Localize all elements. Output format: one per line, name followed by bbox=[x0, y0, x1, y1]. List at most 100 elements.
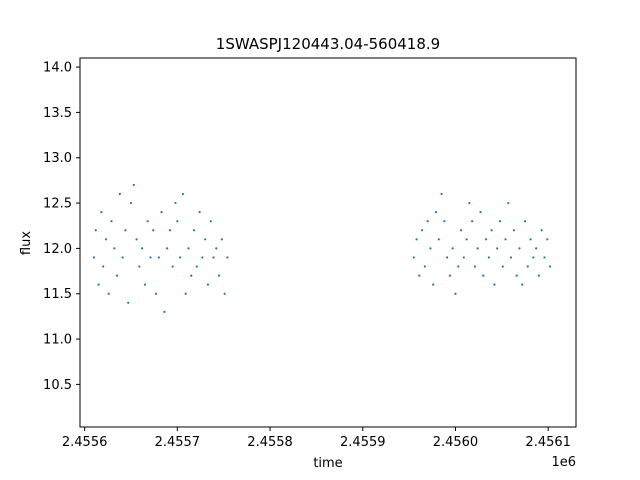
y-tick-label: 10.5 bbox=[43, 378, 72, 393]
x-offset-label: 1e6 bbox=[551, 455, 576, 470]
data-point bbox=[540, 229, 543, 232]
data-point bbox=[149, 256, 152, 259]
data-point bbox=[498, 220, 502, 223]
data-point bbox=[490, 229, 493, 232]
data-points bbox=[92, 183, 552, 313]
data-point bbox=[529, 238, 532, 241]
data-point bbox=[152, 229, 155, 232]
data-point bbox=[546, 238, 549, 241]
data-point bbox=[429, 247, 432, 250]
data-point bbox=[504, 238, 507, 241]
data-point bbox=[166, 247, 169, 250]
data-point bbox=[521, 283, 524, 286]
data-point bbox=[446, 256, 449, 259]
data-point bbox=[471, 220, 474, 223]
data-point bbox=[482, 274, 485, 277]
x-axis-label: time bbox=[313, 456, 342, 471]
x-tick-label: 2.4560 bbox=[433, 435, 479, 450]
data-point bbox=[543, 256, 546, 259]
data-point bbox=[181, 192, 185, 196]
data-point bbox=[209, 220, 212, 223]
data-point bbox=[484, 238, 488, 241]
data-point bbox=[174, 201, 177, 205]
data-point bbox=[226, 256, 229, 259]
y-axis-label: flux bbox=[19, 231, 34, 255]
data-point bbox=[168, 229, 172, 232]
data-point bbox=[102, 265, 105, 268]
data-point bbox=[459, 229, 463, 232]
x-tick-label: 2.4556 bbox=[62, 435, 108, 450]
data-point bbox=[192, 229, 196, 232]
data-point bbox=[110, 220, 113, 223]
data-point bbox=[518, 247, 521, 250]
data-point bbox=[184, 292, 187, 295]
data-point bbox=[523, 220, 527, 223]
x-tick-label: 2.4558 bbox=[247, 435, 293, 450]
data-point bbox=[507, 201, 510, 205]
x-tick-label: 2.4559 bbox=[340, 435, 386, 450]
data-point bbox=[468, 201, 471, 205]
data-point bbox=[198, 211, 201, 214]
data-point bbox=[476, 247, 479, 250]
data-point bbox=[418, 274, 421, 277]
data-point bbox=[493, 283, 496, 286]
data-point bbox=[443, 220, 446, 223]
data-point bbox=[479, 211, 482, 214]
x-axis: 2.4556 2.4557 2.4558 2.4559 2.4560 2.4561 bbox=[62, 427, 571, 450]
data-point bbox=[473, 265, 477, 268]
data-point bbox=[415, 238, 418, 241]
y-tick-label: 11.5 bbox=[43, 287, 72, 302]
data-point bbox=[171, 265, 174, 268]
data-point bbox=[124, 229, 127, 232]
x-tick-label: 2.4557 bbox=[155, 435, 201, 450]
data-point bbox=[113, 247, 116, 250]
data-point bbox=[537, 274, 541, 277]
data-point bbox=[157, 256, 160, 259]
y-tick-label: 11.0 bbox=[43, 333, 72, 348]
data-point bbox=[515, 274, 518, 277]
data-point bbox=[217, 274, 221, 277]
data-point bbox=[190, 274, 193, 277]
data-point bbox=[501, 265, 504, 268]
data-point bbox=[201, 256, 204, 259]
data-point bbox=[129, 201, 133, 205]
data-point bbox=[535, 247, 538, 250]
y-axis: 10.5 11.0 11.5 12.0 12.5 13.0 13.5 14.0 bbox=[43, 61, 80, 393]
data-point bbox=[487, 256, 490, 259]
data-point bbox=[94, 229, 97, 232]
data-point bbox=[432, 283, 435, 286]
data-point bbox=[127, 301, 130, 304]
data-point bbox=[423, 265, 426, 268]
data-point bbox=[496, 247, 499, 250]
data-point bbox=[421, 229, 424, 232]
data-point bbox=[160, 211, 163, 214]
data-point bbox=[195, 265, 198, 268]
data-point bbox=[510, 256, 513, 259]
data-point bbox=[465, 238, 468, 241]
data-point bbox=[138, 265, 141, 268]
data-point bbox=[121, 256, 124, 259]
y-tick-label: 13.5 bbox=[43, 106, 72, 121]
y-tick-label: 12.0 bbox=[43, 242, 72, 257]
data-point bbox=[115, 274, 119, 277]
data-point bbox=[135, 238, 138, 241]
x-tick-label: 2.4561 bbox=[525, 435, 571, 450]
data-point bbox=[462, 256, 465, 259]
data-point bbox=[532, 256, 535, 259]
data-point bbox=[212, 256, 215, 259]
data-point bbox=[512, 229, 515, 232]
data-point bbox=[412, 256, 415, 259]
data-point bbox=[141, 247, 144, 250]
data-point bbox=[107, 292, 110, 295]
data-point bbox=[118, 192, 121, 196]
data-point bbox=[176, 220, 179, 223]
data-point bbox=[146, 220, 149, 223]
data-point bbox=[223, 292, 226, 295]
data-point bbox=[187, 247, 190, 250]
data-point bbox=[104, 238, 108, 241]
data-point bbox=[454, 292, 457, 295]
y-tick-label: 14.0 bbox=[43, 61, 72, 76]
data-point bbox=[154, 292, 158, 295]
data-point bbox=[440, 192, 443, 196]
